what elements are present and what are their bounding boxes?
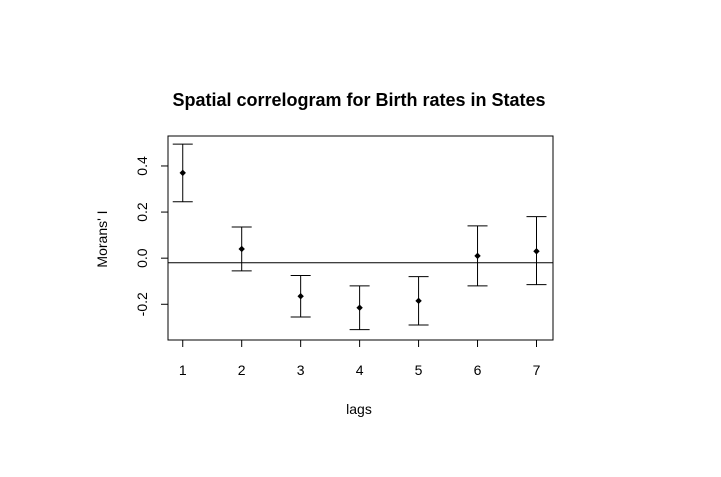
error-bars: [172, 143, 547, 331]
y-axis: -0.2 0.0 0.2 0.4: [134, 156, 169, 316]
data-point: [356, 304, 363, 311]
data-point: [179, 169, 186, 177]
data-point: [533, 248, 540, 255]
y-tick-label: 0.4: [134, 156, 150, 176]
data-points: [179, 169, 540, 311]
x-axis-label: lags: [346, 401, 372, 417]
data-point: [474, 252, 481, 260]
y-axis-label: Morans' I: [94, 210, 110, 267]
x-tick-label: 4: [356, 362, 364, 378]
x-tick-label: 3: [297, 362, 305, 378]
x-axis: 1 2 3 4 5 6 7: [179, 339, 541, 378]
x-tick-label: 2: [238, 362, 246, 378]
y-tick-label: -0.2: [134, 292, 150, 316]
data-point: [415, 297, 422, 305]
chart-title: Spatial correlogram for Birth rates in S…: [172, 90, 545, 110]
x-tick-label: 6: [474, 362, 482, 378]
y-tick-label: 0.2: [134, 202, 150, 222]
x-tick-label: 5: [415, 362, 423, 378]
data-point: [297, 293, 304, 300]
data-point: [238, 245, 245, 253]
y-tick-label: 0.0: [134, 248, 150, 268]
x-tick-label: 7: [533, 362, 541, 378]
x-tick-label: 1: [179, 362, 187, 378]
